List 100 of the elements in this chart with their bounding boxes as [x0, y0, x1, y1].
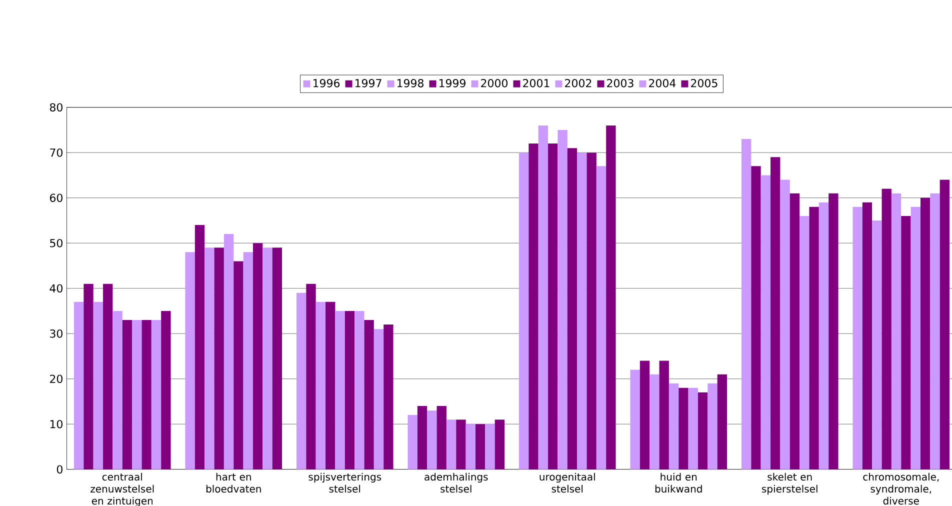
- bar: [910, 206, 920, 470]
- bar: [828, 193, 838, 470]
- bar: [456, 420, 466, 470]
- legend-label: 1999: [439, 79, 466, 88]
- bar: [335, 310, 345, 470]
- bar: [485, 424, 495, 470]
- bar: [151, 320, 162, 470]
- bar: [272, 248, 282, 470]
- bar: [882, 188, 892, 470]
- y-tick-label: 0: [56, 465, 62, 474]
- x-tick-label: chromosomale, syndromale, diverse: [863, 472, 939, 505]
- y-tick-label: 80: [50, 103, 62, 112]
- bar: [800, 216, 810, 470]
- bar: [518, 152, 529, 470]
- legend-label: 1996: [313, 79, 340, 88]
- bar: [417, 406, 428, 470]
- bar: [446, 420, 456, 470]
- x-tick-label: ademhalings stelsel: [424, 472, 488, 493]
- bar: [659, 360, 669, 470]
- x-tick-label: huid en buikwand: [655, 472, 702, 493]
- bar: [354, 310, 364, 470]
- bar: [84, 284, 94, 470]
- bar: [112, 310, 122, 470]
- bar: [306, 284, 316, 470]
- bar: [93, 302, 104, 470]
- bar: [316, 302, 326, 470]
- bar: [751, 166, 761, 470]
- y-tick-label: 20: [50, 374, 62, 384]
- bar: [558, 130, 568, 470]
- bar: [224, 234, 234, 470]
- bar: [770, 157, 780, 470]
- bar: [194, 224, 205, 470]
- bar: [708, 383, 718, 470]
- bar: [862, 202, 872, 470]
- bar: [760, 175, 771, 470]
- y-tick-label: 50: [50, 238, 62, 248]
- y-tick-label: 60: [50, 194, 62, 202]
- x-tick-label: hart en bloedvaten: [206, 472, 261, 493]
- bar: [384, 324, 394, 470]
- y-tick-label: 40: [50, 284, 62, 293]
- bar: [930, 193, 940, 470]
- bar: [296, 292, 306, 470]
- bar: [132, 320, 142, 470]
- x-tick-label: urogenitaal stelsel: [540, 472, 595, 493]
- bar: [809, 206, 819, 470]
- legend-label: 2000: [481, 79, 508, 88]
- bar: [852, 206, 862, 470]
- bar: [122, 320, 132, 470]
- bar: [494, 420, 505, 470]
- legend-label: 2003: [607, 79, 634, 88]
- bar: [252, 243, 263, 470]
- bar: [698, 392, 708, 470]
- bar: [640, 360, 650, 470]
- bar: [872, 220, 882, 470]
- bar: [142, 320, 152, 470]
- bar: [790, 193, 800, 470]
- y-tick-label: 10: [50, 420, 62, 428]
- bar: [650, 374, 660, 470]
- bar: [668, 383, 679, 470]
- bar: [548, 144, 558, 470]
- bar: [326, 302, 336, 470]
- bar: [538, 125, 548, 470]
- bar: [364, 320, 374, 470]
- bar: [577, 152, 587, 470]
- bar: [374, 329, 384, 470]
- bar: [818, 202, 829, 470]
- bar: [586, 152, 596, 470]
- bar: [630, 370, 640, 470]
- bar: [344, 310, 355, 470]
- legend-label: 1997: [355, 79, 382, 88]
- y-tick-label: 70: [50, 148, 62, 157]
- bar: [74, 302, 84, 470]
- bar: [161, 310, 171, 470]
- bar: [741, 139, 752, 470]
- bar: [243, 252, 253, 470]
- legend-label: 2001: [523, 79, 550, 88]
- x-tick-label: spijsverterings stelsel: [308, 472, 382, 493]
- bar: [214, 248, 224, 470]
- bar: [466, 424, 476, 470]
- bar: [920, 198, 930, 470]
- bar: [262, 248, 272, 470]
- bar: [185, 252, 195, 470]
- bar: [717, 374, 728, 470]
- bar: [596, 166, 606, 470]
- x-tick-label: skelet en spierstelsel: [762, 472, 818, 495]
- bar: [408, 415, 418, 470]
- legend-label: 2002: [565, 79, 592, 88]
- bar: [204, 248, 214, 470]
- bar: [103, 284, 113, 470]
- bar: [528, 144, 538, 470]
- bar: [567, 148, 578, 470]
- bar: [891, 193, 902, 470]
- bar: [436, 406, 446, 470]
- y-tick-label: 30: [50, 329, 62, 338]
- legend-label: 2004: [649, 79, 676, 88]
- bar: [606, 125, 616, 470]
- bar: [940, 180, 950, 470]
- legend-label: 1998: [397, 79, 424, 88]
- bar: [678, 388, 688, 470]
- bar: [901, 216, 911, 470]
